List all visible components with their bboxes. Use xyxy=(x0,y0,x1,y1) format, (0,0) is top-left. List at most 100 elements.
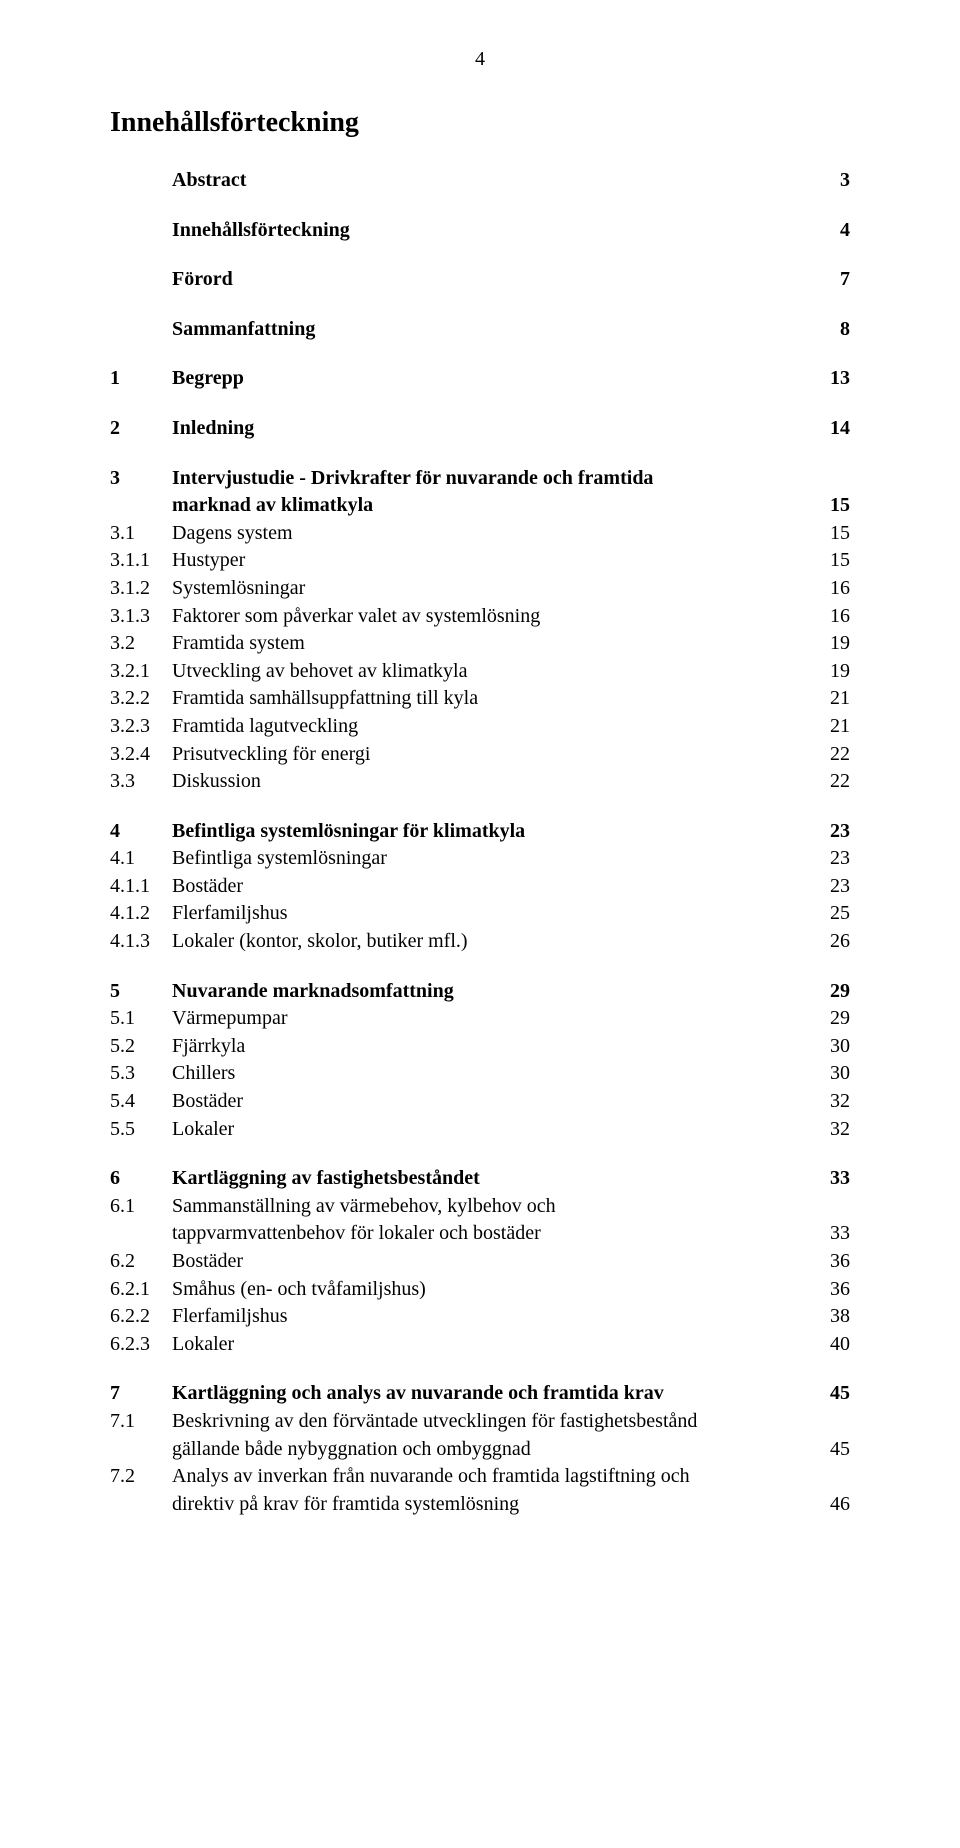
toc-entry: 5.1Värmepumpar29 xyxy=(110,1005,850,1033)
toc-entry-label: Begrepp xyxy=(172,365,818,393)
toc-entry: 3.1Dagens system15 xyxy=(110,520,850,548)
toc-entry-number: 3.1.2 xyxy=(110,575,172,603)
toc-entry-page: 19 xyxy=(818,658,850,686)
toc-entry-page: 33 xyxy=(818,1220,850,1248)
toc-gap xyxy=(110,1143,850,1165)
toc-entry-number: 1 xyxy=(110,365,172,393)
toc-entry-number: 6.1 xyxy=(110,1193,172,1221)
toc-entry-label: Lokaler xyxy=(172,1116,818,1144)
toc-entry-label: Framtida system xyxy=(172,630,818,658)
toc-entry: 3.1.2Systemlösningar16 xyxy=(110,575,850,603)
toc-entry-label: Bostäder xyxy=(172,873,818,901)
toc-entry-page: 15 xyxy=(818,520,850,548)
toc-entry: 7Kartläggning och analys av nuvarande oc… xyxy=(110,1380,850,1408)
toc-gap xyxy=(110,393,850,415)
toc-entry-number: 7 xyxy=(110,1380,172,1408)
toc-entry-label: Innehållsförteckning xyxy=(172,217,818,245)
table-of-contents: Abstract3Innehållsförteckning4Förord7Sam… xyxy=(110,167,850,1518)
toc-entry-label: Förord xyxy=(172,266,818,294)
toc-entry-label: Framtida lagutveckling xyxy=(172,713,818,741)
page-number: 4 xyxy=(110,48,850,71)
toc-entry: 7.2Analys av inverkan från nuvarande och… xyxy=(110,1463,850,1491)
toc-entry-number: 3 xyxy=(110,465,172,493)
toc-entry-page: 26 xyxy=(818,928,850,956)
toc-entry-label: Faktorer som påverkar valet av systemlös… xyxy=(172,603,818,631)
toc-entry: 3.2.1Utveckling av behovet av klimatkyla… xyxy=(110,658,850,686)
toc-entry: 5.3Chillers30 xyxy=(110,1060,850,1088)
toc-entry-page: 33 xyxy=(818,1165,850,1193)
toc-entry-page: 21 xyxy=(818,713,850,741)
toc-entry-number: 2 xyxy=(110,415,172,443)
toc-entry-label: Bostäder xyxy=(172,1248,818,1276)
toc-entry: Förord7 xyxy=(110,266,850,294)
toc-entry-label: Småhus (en- och tvåfamiljshus) xyxy=(172,1276,818,1304)
toc-entry-page: 30 xyxy=(818,1060,850,1088)
toc-entry-number: 4.1 xyxy=(110,845,172,873)
toc-entry-label: direktiv på krav för framtida systemlösn… xyxy=(172,1491,818,1519)
toc-entry: 3Intervjustudie - Drivkrafter för nuvara… xyxy=(110,465,850,493)
toc-entry-page: 22 xyxy=(818,768,850,796)
toc-entry-number: 5.3 xyxy=(110,1060,172,1088)
toc-entry-number: 3.2.1 xyxy=(110,658,172,686)
toc-entry-label: Kartläggning av fastighetsbeståndet xyxy=(172,1165,818,1193)
toc-entry: 6.2.3Lokaler40 xyxy=(110,1331,850,1359)
toc-entry-label: Chillers xyxy=(172,1060,818,1088)
toc-gap xyxy=(110,443,850,465)
toc-entry-number: 6.2.2 xyxy=(110,1303,172,1331)
toc-entry-label: tappvarmvattenbehov för lokaler och bost… xyxy=(172,1220,818,1248)
toc-entry-page: 36 xyxy=(818,1248,850,1276)
toc-entry-page: 23 xyxy=(818,873,850,901)
toc-entry-label: Intervjustudie - Drivkrafter för nuvaran… xyxy=(172,465,818,493)
toc-entry: 7.1Beskrivning av den förväntade utveckl… xyxy=(110,1408,850,1436)
toc-entry-number: 3.3 xyxy=(110,768,172,796)
toc-entry-label: Värmepumpar xyxy=(172,1005,818,1033)
toc-entry-number: 6 xyxy=(110,1165,172,1193)
toc-entry-page: 22 xyxy=(818,741,850,769)
toc-entry: 3.2Framtida system19 xyxy=(110,630,850,658)
toc-entry: 4.1.3Lokaler (kontor, skolor, butiker mf… xyxy=(110,928,850,956)
toc-entry-page: 15 xyxy=(818,492,850,520)
toc-entry: 3.1.3Faktorer som påverkar valet av syst… xyxy=(110,603,850,631)
toc-entry-page: 45 xyxy=(818,1380,850,1408)
toc-entry-number: 5.1 xyxy=(110,1005,172,1033)
toc-entry-label: Lokaler (kontor, skolor, butiker mfl.) xyxy=(172,928,818,956)
toc-entry-number: 3.1.3 xyxy=(110,603,172,631)
toc-entry: 4Befintliga systemlösningar för klimatky… xyxy=(110,818,850,846)
toc-entry-page: 30 xyxy=(818,1033,850,1061)
toc-entry-number: 4.1.2 xyxy=(110,900,172,928)
toc-gap xyxy=(110,195,850,217)
toc-entry-number: 5.5 xyxy=(110,1116,172,1144)
toc-entry-number: 4 xyxy=(110,818,172,846)
toc-entry-label: Framtida samhällsuppfattning till kyla xyxy=(172,685,818,713)
toc-entry-label: Nuvarande marknadsomfattning xyxy=(172,978,818,1006)
toc-entry-label: gällande både nybyggnation och ombyggnad xyxy=(172,1436,818,1464)
toc-entry-page: 16 xyxy=(818,575,850,603)
toc-entry-page: 45 xyxy=(818,1436,850,1464)
toc-entry-page: 25 xyxy=(818,900,850,928)
toc-entry-number: 5 xyxy=(110,978,172,1006)
toc-entry-page: 3 xyxy=(818,167,850,195)
toc-entry: 3.2.3Framtida lagutveckling21 xyxy=(110,713,850,741)
toc-entry-number: 4.1.3 xyxy=(110,928,172,956)
toc-entry-label: Lokaler xyxy=(172,1331,818,1359)
toc-entry-page: 4 xyxy=(818,217,850,245)
toc-entry: Abstract3 xyxy=(110,167,850,195)
document-page: 4 Innehållsförteckning Abstract3 Innehåll… xyxy=(0,0,960,1848)
toc-entry-number: 5.4 xyxy=(110,1088,172,1116)
toc-entry-number: 6.2.1 xyxy=(110,1276,172,1304)
toc-entry: 5.2Fjärrkyla30 xyxy=(110,1033,850,1061)
toc-entry-page: 7 xyxy=(818,266,850,294)
toc-entry: 6Kartläggning av fastighetsbeståndet33 xyxy=(110,1165,850,1193)
toc-entry: 2Inledning14 xyxy=(110,415,850,443)
toc-entry: gällande både nybyggnation och ombyggnad… xyxy=(110,1436,850,1464)
toc-entry-label: Flerfamiljshus xyxy=(172,900,818,928)
toc-gap xyxy=(110,796,850,818)
toc-entry-label: Beskrivning av den förväntade utveckling… xyxy=(172,1408,818,1436)
toc-entry-label: Systemlösningar xyxy=(172,575,818,603)
toc-entry-label: Kartläggning och analys av nuvarande och… xyxy=(172,1380,818,1408)
toc-entry-label: Inledning xyxy=(172,415,818,443)
toc-entry: 6.2.2Flerfamiljshus38 xyxy=(110,1303,850,1331)
toc-entry-label: Flerfamiljshus xyxy=(172,1303,818,1331)
toc-entry: Innehållsförteckning4 xyxy=(110,217,850,245)
toc-entry-label: Befintliga systemlösningar xyxy=(172,845,818,873)
